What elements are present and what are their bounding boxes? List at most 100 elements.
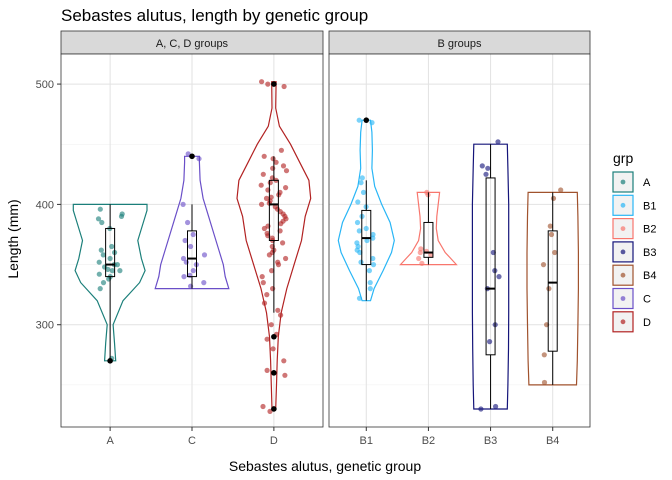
- data-point: [263, 195, 270, 201]
- data-point: [185, 219, 191, 226]
- data-point: [180, 255, 187, 262]
- data-point: [259, 79, 265, 85]
- data-point: [182, 237, 188, 244]
- box-outlier: [189, 153, 195, 160]
- legend-label: D: [643, 317, 651, 329]
- legend-label: A: [643, 177, 651, 189]
- panel-border: [60, 53, 324, 428]
- legend-key-point: [620, 202, 626, 208]
- data-point: [359, 175, 365, 181]
- data-point: [428, 252, 434, 258]
- y-axis: 300 400 500: [36, 79, 61, 332]
- group-d: [236, 79, 312, 414]
- x-axis-title: Sebastes alutus, genetic group: [229, 458, 421, 474]
- data-point: [190, 231, 196, 238]
- group-b2: [399, 189, 458, 266]
- y-tick-label: 500: [36, 79, 54, 91]
- data-point: [367, 280, 373, 286]
- data-point: [107, 255, 113, 262]
- data-point: [485, 165, 491, 171]
- data-point: [273, 159, 279, 165]
- data-point: [99, 219, 105, 226]
- box-iqr: [187, 230, 197, 278]
- data-point: [541, 352, 547, 358]
- data-point: [100, 252, 106, 258]
- chart-title: Sebastes alutus, length by genetic group: [61, 6, 368, 25]
- data-point: [278, 147, 284, 153]
- data-point: [275, 259, 281, 265]
- violin-b2: [399, 191, 458, 266]
- data-point: [367, 286, 373, 292]
- violin-b3: [471, 143, 510, 410]
- data-point: [96, 271, 102, 277]
- data-point: [96, 259, 102, 265]
- group-a: [72, 203, 148, 364]
- data-point: [369, 120, 375, 126]
- data-point: [495, 139, 501, 145]
- data-point: [181, 274, 187, 280]
- data-point: [260, 403, 266, 410]
- data-point: [356, 295, 363, 301]
- box-outlier: [107, 358, 113, 364]
- legend-key-point: [620, 249, 626, 255]
- legend-item: B4: [612, 264, 656, 286]
- data-point: [370, 262, 377, 268]
- data-point: [261, 300, 268, 306]
- data-point: [370, 255, 376, 262]
- data-point: [496, 274, 502, 280]
- data-point: [283, 168, 290, 174]
- x-tick-label: B4: [546, 435, 559, 447]
- group-c: [154, 151, 230, 290]
- data-point: [180, 201, 186, 207]
- y-axis-title: Length (mm): [5, 199, 21, 278]
- facet-strip-label: A, C, D groups: [156, 38, 229, 50]
- data-point: [483, 171, 489, 177]
- data-point: [354, 240, 360, 246]
- data-point: [201, 280, 207, 286]
- data-point: [97, 206, 103, 212]
- legend-key-point: [620, 296, 626, 301]
- data-point: [355, 199, 361, 205]
- data-point: [552, 249, 558, 256]
- box-outlier: [271, 406, 277, 412]
- data-point: [487, 339, 493, 345]
- data-point: [264, 336, 270, 342]
- legend-item: C: [612, 287, 651, 310]
- data-point: [550, 195, 557, 201]
- data-point: [267, 180, 273, 186]
- data-point: [109, 268, 115, 274]
- data-point: [267, 408, 273, 414]
- x-tick-label: B2: [422, 435, 435, 447]
- facet-panel: B groups B1 B2 B3 B4: [328, 30, 591, 447]
- legend-title: grp: [613, 150, 633, 166]
- data-point: [282, 372, 288, 378]
- data-point: [358, 259, 364, 265]
- data-point: [270, 156, 276, 162]
- x-tick-label: A: [106, 435, 114, 447]
- data-point: [117, 268, 123, 274]
- data-point: [541, 379, 548, 386]
- data-point: [109, 243, 115, 250]
- group-b3: [471, 139, 510, 412]
- data-point: [259, 274, 265, 280]
- data-point: [419, 260, 425, 266]
- data-point: [366, 268, 372, 274]
- data-point: [283, 185, 289, 191]
- data-point: [100, 280, 107, 286]
- legend-item: B2: [612, 218, 656, 240]
- data-point: [479, 163, 485, 169]
- data-point: [188, 243, 194, 250]
- legend-item: A: [612, 171, 651, 193]
- violin-b1: [337, 119, 395, 302]
- x-tick-label: C: [188, 435, 196, 447]
- data-point: [261, 153, 267, 159]
- data-point: [268, 322, 274, 328]
- legend-key-point: [620, 179, 626, 185]
- panel-border: [328, 53, 591, 428]
- data-point: [201, 252, 208, 258]
- group-b4: [526, 187, 579, 386]
- legend-label: B1: [643, 200, 656, 212]
- legend-key-point: [620, 319, 626, 325]
- box-outlier: [271, 370, 277, 376]
- x-tick-label: B1: [360, 435, 373, 447]
